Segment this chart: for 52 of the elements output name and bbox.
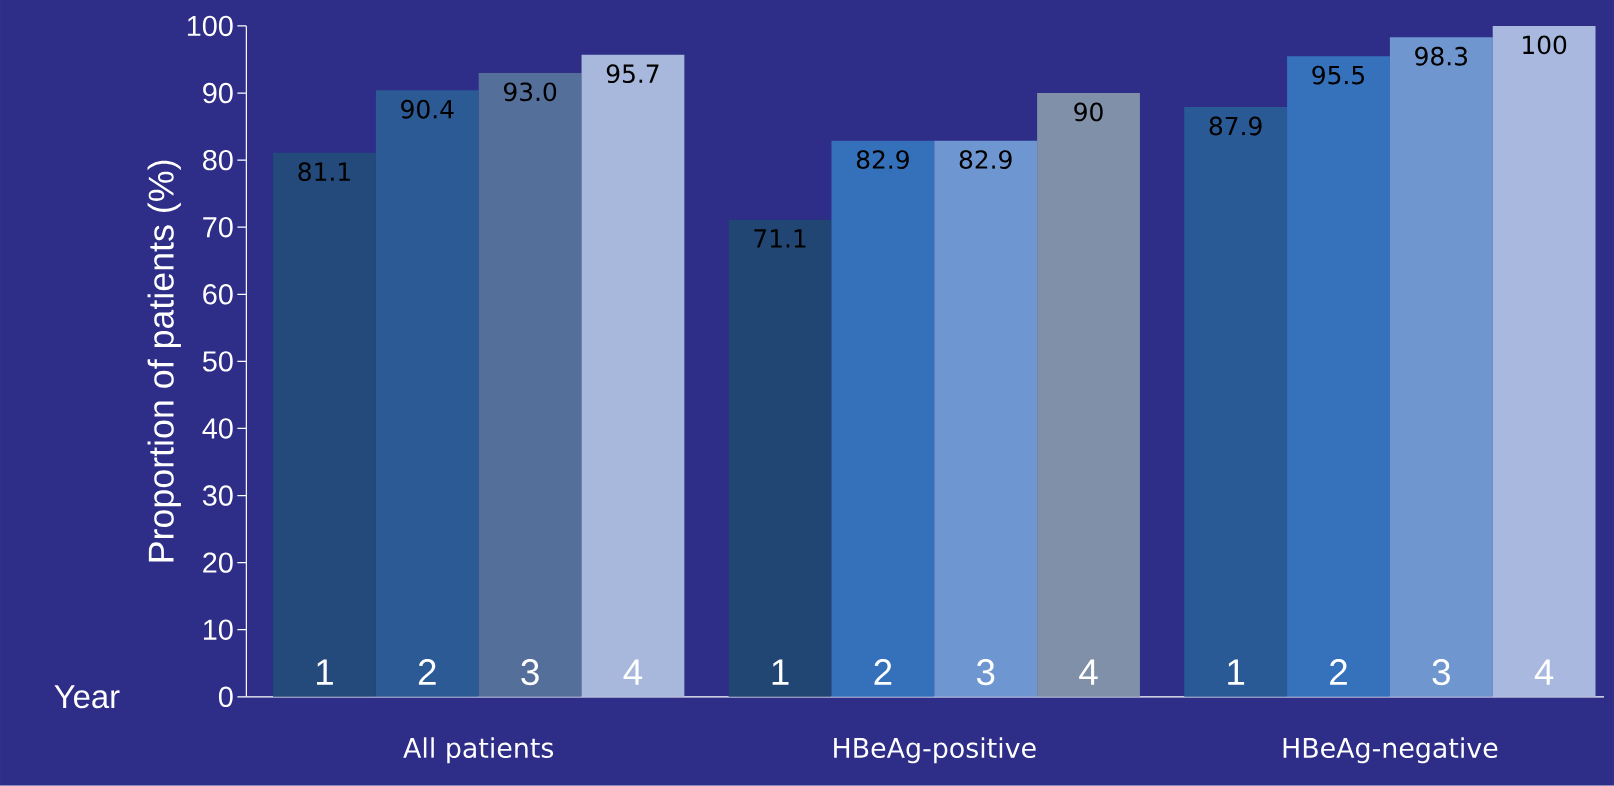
bar bbox=[1287, 56, 1390, 697]
y-tick-label: 40 bbox=[202, 418, 233, 439]
text: 2 bbox=[874, 659, 892, 685]
bar bbox=[478, 73, 582, 697]
y-tick-label: 60 bbox=[203, 284, 233, 305]
data-label: 82.9 bbox=[856, 150, 909, 170]
text: 2 bbox=[1330, 659, 1347, 685]
data-label: 81.1 bbox=[298, 162, 350, 182]
x-tick-label: All patients bbox=[403, 737, 554, 764]
series-label: 2 bbox=[418, 659, 436, 685]
x-tick-label: HBeAg-negative bbox=[1283, 737, 1498, 764]
data-label: 82.9 bbox=[959, 150, 1012, 170]
bar bbox=[831, 140, 935, 697]
data-label: 95.5 bbox=[1312, 65, 1364, 85]
data-label: 93.0 bbox=[504, 82, 557, 102]
bar bbox=[273, 152, 376, 697]
data-label: 71.1 bbox=[754, 229, 806, 248]
series-label: 3 bbox=[521, 659, 539, 686]
series-label: 1 bbox=[317, 659, 333, 685]
y-tick-label: 10 bbox=[203, 619, 233, 641]
data-label: 87.9 bbox=[1209, 116, 1262, 136]
y-tick-label: 30 bbox=[202, 485, 233, 506]
text: 3 bbox=[1432, 659, 1450, 686]
text: 4 bbox=[1079, 659, 1098, 685]
data-label: 90 bbox=[1074, 102, 1103, 122]
y-tick-label: 100 bbox=[187, 15, 233, 37]
bar bbox=[375, 90, 479, 697]
text: 4 bbox=[1534, 659, 1554, 685]
bar bbox=[1492, 26, 1596, 697]
bar bbox=[1184, 107, 1288, 697]
bar bbox=[1037, 93, 1140, 697]
y-tick-label: 50 bbox=[202, 351, 233, 372]
y-tick-label: 70 bbox=[203, 217, 233, 238]
y-tick-label: 90 bbox=[203, 82, 233, 104]
data-label: 100 bbox=[1523, 35, 1567, 55]
data-label: 95.7 bbox=[606, 64, 659, 84]
y-tick-label: 20 bbox=[203, 552, 233, 574]
bar bbox=[581, 54, 685, 697]
x-tick-label: HBeAg-positive bbox=[834, 737, 1036, 764]
text: 1 bbox=[1228, 659, 1245, 685]
series-label: 4 bbox=[623, 659, 643, 685]
text: 3 bbox=[976, 659, 995, 686]
data-label: 90.4 bbox=[401, 100, 454, 119]
y-axis-title: Proportion of patients (%) bbox=[147, 160, 181, 562]
bar bbox=[934, 140, 1038, 697]
bar bbox=[728, 219, 832, 697]
text: 1 bbox=[772, 659, 789, 685]
data-label: 98.3 bbox=[1415, 47, 1467, 66]
legend-title: Year bbox=[54, 685, 120, 709]
bar bbox=[1389, 37, 1493, 697]
y-tick-label: 80 bbox=[203, 150, 233, 171]
y-tick-label: 0 bbox=[218, 686, 233, 708]
